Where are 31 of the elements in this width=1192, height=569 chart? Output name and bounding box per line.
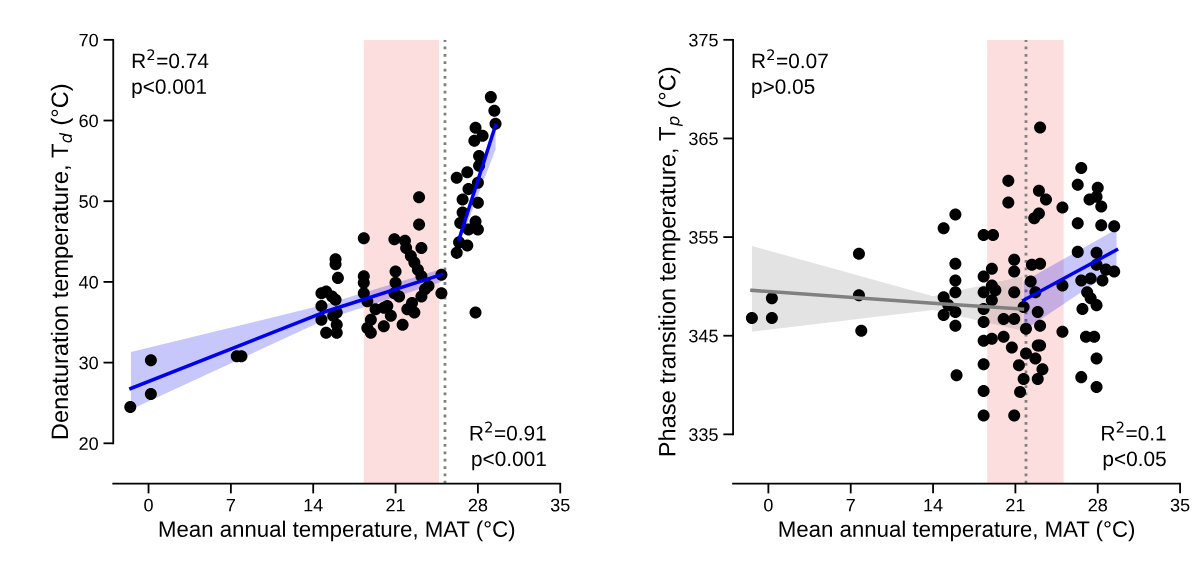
x-axis-title: Mean annual temperature, MAT (°C) (779, 520, 1135, 542)
x-tick-label: 28 (1088, 498, 1107, 512)
y-tick-label: 50 (79, 195, 98, 208)
x-tick-label: 21 (386, 498, 405, 512)
x-tick-label: 28 (468, 498, 488, 512)
x-tick-label: 35 (550, 498, 570, 512)
y-tick-label: 365 (689, 132, 718, 146)
y-tick-label: 70 (79, 33, 98, 47)
x-axis-title: Mean annual temperature, MAT (°C) (159, 520, 515, 542)
x-tick-label: 35 (1170, 498, 1190, 512)
y-tick-label: 375 (689, 33, 718, 47)
x-tick-label: 7 (226, 498, 235, 512)
y-axis-title: Phase transition temperature, T$_{p}$ (°C) (658, 67, 683, 456)
x-tick-label: 0 (144, 498, 153, 512)
y-tick-label: 355 (689, 231, 718, 244)
annotation: R$^{2}$=0.1 p<0.05 (1102, 421, 1166, 471)
annotation: R$^{2}$=0.07 p>0.05 (752, 49, 828, 99)
y-tick-label: 335 (689, 428, 718, 442)
y-tick-label: 30 (79, 356, 98, 370)
x-tick-label: 14 (304, 498, 323, 512)
y-tick-label: 60 (79, 114, 98, 128)
annotation: R$^{2}$=0.91 p<0.001 (470, 421, 546, 471)
x-tick-label: 0 (764, 498, 773, 512)
y-tick-label: 40 (78, 275, 98, 289)
x-tick-label: 14 (924, 498, 943, 512)
y-tick-label: 20 (79, 437, 98, 451)
x-tick-label: 7 (846, 498, 855, 512)
y-tick-label: 345 (689, 329, 718, 343)
annotation: R$^{2}$=0.74 p<0.001 (132, 49, 209, 99)
y-axis-title: Denaturation temperature, T$_{d}$ (°C) (50, 84, 73, 439)
x-tick-label: 21 (1006, 498, 1025, 512)
